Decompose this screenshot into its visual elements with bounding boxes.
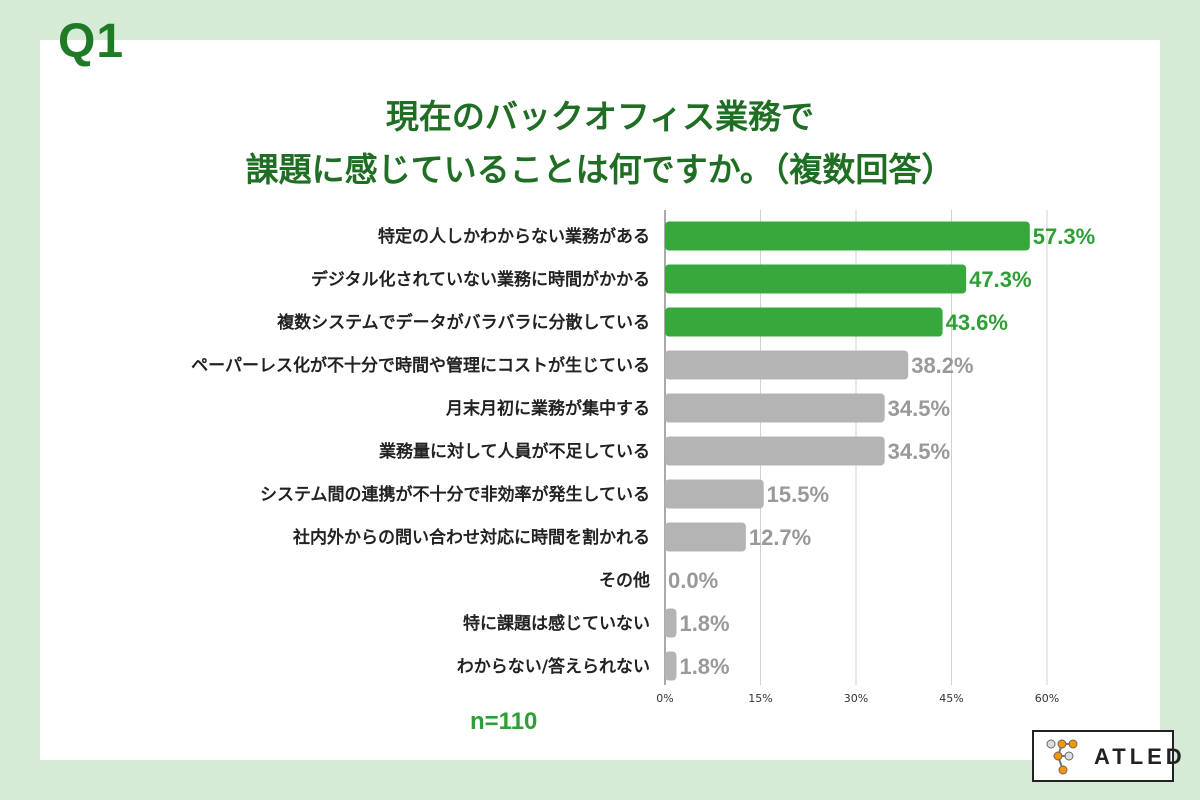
data-label: 0.0% xyxy=(668,568,718,593)
card-panel xyxy=(40,40,1160,760)
bar xyxy=(665,307,943,337)
x-tick-label: 30% xyxy=(844,692,868,705)
question-label: Q1 xyxy=(58,15,125,68)
data-label: 34.5% xyxy=(888,439,950,464)
data-label: 12.7% xyxy=(749,525,811,550)
chart-title-line2: 課題に感じていることは何ですか。（複数回答） xyxy=(245,150,955,189)
x-tick-label: 15% xyxy=(748,692,772,705)
data-label: 15.5% xyxy=(767,482,829,507)
data-label: 38.2% xyxy=(911,353,973,378)
data-label: 43.6% xyxy=(946,310,1008,335)
bar xyxy=(665,436,885,466)
bar xyxy=(665,522,746,552)
category-label: 社内外からの問い合わせ対応に時間を割かれる xyxy=(292,527,650,548)
bar xyxy=(665,350,909,380)
chart-title-line1: 現在のバックオフィス業務で xyxy=(385,97,815,136)
category-label: その他 xyxy=(599,570,650,591)
category-label: 複数システムでデータがバラバラに分散している xyxy=(276,312,650,333)
sample-size: n=110 xyxy=(470,708,538,735)
logo-text: ATLED xyxy=(1094,744,1186,769)
data-label: 47.3% xyxy=(969,267,1031,292)
bar xyxy=(665,608,677,638)
x-tick-label: 0% xyxy=(656,692,673,705)
category-label: 特定の人しかわからない業務がある xyxy=(378,226,650,247)
x-tick-label: 45% xyxy=(939,692,963,705)
category-label: デジタル化されていない業務に時間がかかる xyxy=(311,269,650,290)
bar xyxy=(665,221,1030,251)
data-label: 1.8% xyxy=(679,654,729,679)
bar xyxy=(665,651,677,681)
category-label: システム間の連携が不十分で非効率が発生している xyxy=(260,484,650,505)
category-label: ペーパーレス化が不十分で時間や管理にコストが生じている xyxy=(191,355,650,376)
category-label: 特に課題は感じていない xyxy=(463,613,650,634)
bar xyxy=(665,393,885,423)
category-label: 業務量に対して人員が不足している xyxy=(379,441,650,462)
logo-molecule-icon xyxy=(1046,739,1078,775)
data-label: 34.5% xyxy=(888,396,950,421)
bar xyxy=(665,479,764,509)
category-label: わからない/答えられない xyxy=(457,656,650,677)
category-label: 月末月初に業務が集中する xyxy=(445,398,650,419)
atled-logo: ATLED xyxy=(1032,730,1182,782)
bar xyxy=(665,264,967,294)
x-tick-label: 60% xyxy=(1035,692,1059,705)
data-label: 1.8% xyxy=(679,611,729,636)
data-label: 57.3% xyxy=(1033,224,1095,249)
